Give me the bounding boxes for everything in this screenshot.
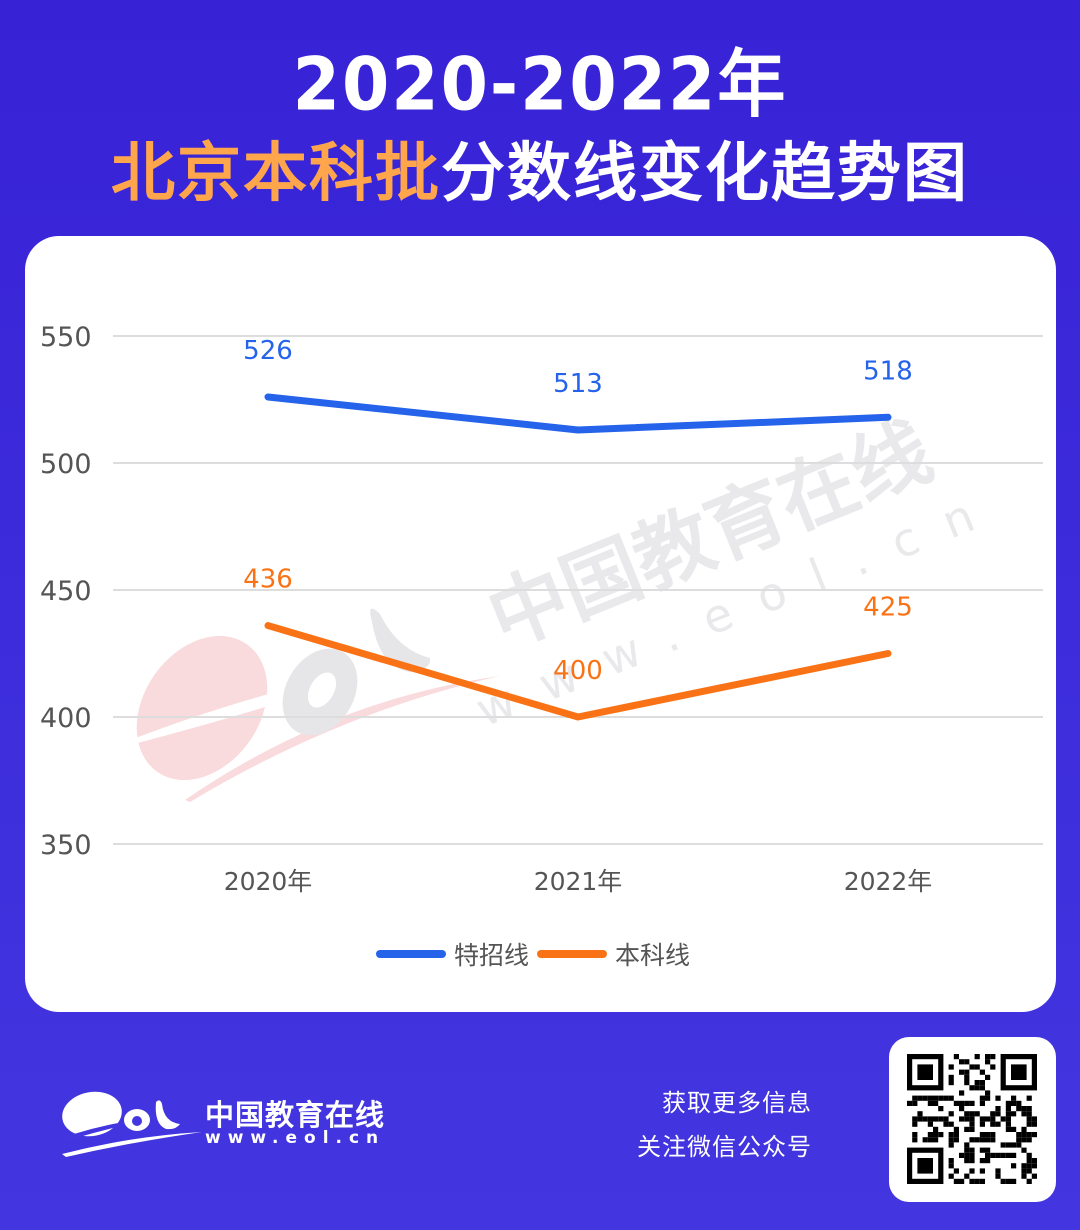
legend-swatch-blue: [376, 950, 446, 958]
data-label: 518: [863, 356, 913, 386]
y-tick-label: 450: [40, 576, 92, 607]
data-label: 513: [553, 369, 603, 399]
series-line[interactable]: [264, 393, 892, 434]
y-tick-label: 550: [40, 322, 92, 353]
title-line-1: 2020-2022年: [292, 42, 788, 128]
follow-line-1: 获取更多信息: [662, 1089, 812, 1117]
y-tick-label: 350: [40, 830, 92, 861]
eol-logo-icon: [56, 1091, 202, 1157]
title-line-2: 北京本科批分数线变化趋势图: [0, 122, 1080, 214]
x-axis-ticks: 2020年 2021年 2022年: [224, 867, 933, 896]
title-highlight: 北京本科批: [111, 137, 441, 211]
title-rest: 分数线变化趋势图: [441, 137, 969, 211]
x-tick-label: 2020年: [224, 867, 313, 896]
y-axis-ticks: 550 500 450 400 350: [40, 322, 92, 861]
legend-swatch-orange: [537, 950, 608, 958]
x-tick-label: 2022年: [844, 867, 933, 896]
data-label: 400: [553, 656, 603, 686]
series-line[interactable]: [264, 622, 892, 721]
chart-legend: 特招线 本科线: [376, 936, 698, 972]
brand-name: 中国教育在线: [205, 1098, 386, 1132]
y-tick-label: 400: [40, 703, 92, 734]
qr-code-box[interactable]: [889, 1037, 1056, 1202]
brand-url[interactable]: www.eol.cn: [205, 1128, 386, 1148]
eol-watermark-logo-icon: [125, 608, 500, 802]
series-lines: [264, 393, 892, 721]
chart-card: [25, 236, 1056, 1012]
data-label: 436: [243, 565, 293, 595]
legend-label: 本科线: [615, 941, 691, 970]
qr-code-icon: [907, 1054, 1037, 1184]
y-tick-label: 500: [40, 449, 92, 480]
legend-item-undergrad[interactable]: 本科线: [537, 936, 690, 972]
x-tick-label: 2021年: [534, 867, 623, 896]
data-labels: 526 513 518 436 400 425: [243, 336, 913, 686]
legend-item-special[interactable]: 特招线: [376, 936, 529, 972]
legend-label: 特招线: [454, 941, 530, 970]
data-label: 526: [243, 336, 293, 366]
data-label: 425: [863, 593, 913, 623]
follow-line-2: 关注微信公众号: [637, 1133, 812, 1161]
